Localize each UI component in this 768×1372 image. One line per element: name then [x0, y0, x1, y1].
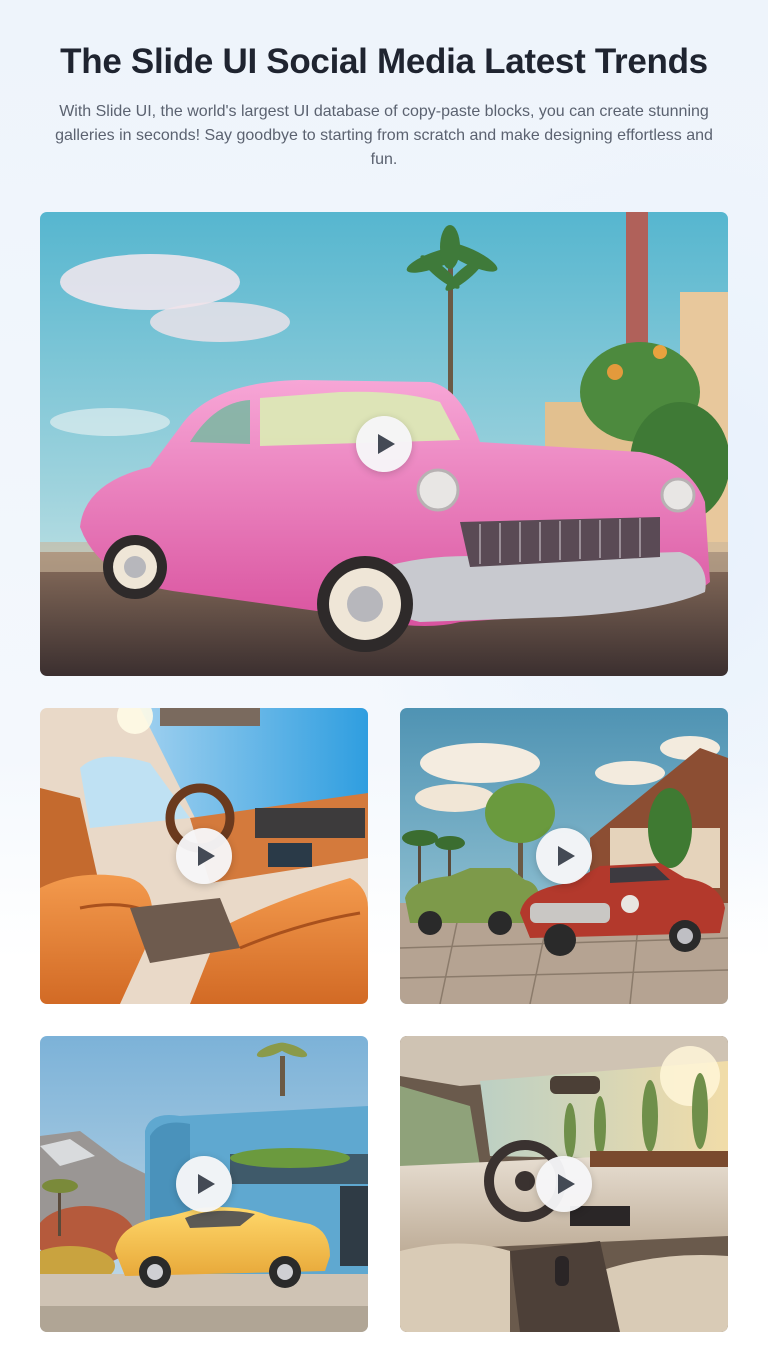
gallery-item-pink-classic-car[interactable]: [40, 212, 728, 676]
play-button[interactable]: [536, 828, 592, 884]
gallery-item-orange-interior[interactable]: [40, 708, 368, 1004]
section-header: The Slide UI Social Media Latest Trends …: [0, 38, 768, 172]
page-subtitle: With Slide UI, the world's largest UI da…: [55, 103, 713, 168]
play-icon: [557, 846, 575, 866]
play-button[interactable]: [176, 1156, 232, 1212]
play-icon: [197, 1174, 215, 1194]
play-button[interactable]: [176, 828, 232, 884]
orange-interior-image: [40, 708, 368, 1004]
play-icon: [557, 1174, 575, 1194]
gallery-item-vintage-cars[interactable]: [400, 708, 728, 1004]
gallery-item-beige-interior[interactable]: [400, 1036, 728, 1332]
play-icon: [197, 846, 215, 866]
play-button[interactable]: [356, 416, 412, 472]
page-title: The Slide UI Social Media Latest Trends: [60, 42, 708, 81]
play-icon: [377, 434, 395, 454]
play-button[interactable]: [536, 1156, 592, 1212]
gallery-item-yellow-sports-car[interactable]: [40, 1036, 368, 1332]
yellow-sports-car-image: [40, 1036, 368, 1332]
